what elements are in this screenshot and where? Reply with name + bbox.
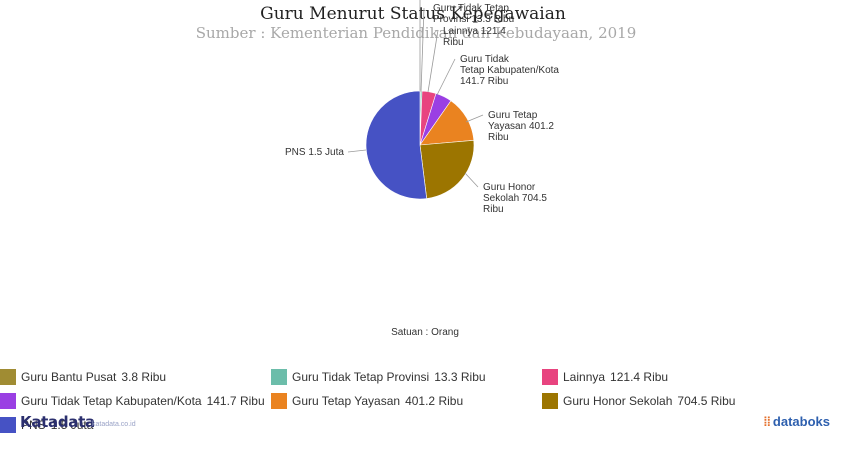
databoks-logo-text: databoks — [772, 414, 830, 429]
slice-label: Guru Bantu Pusat 3.8 Ribu — [433, 0, 553, 1]
legend-item[interactable]: Guru Tidak Tetap Provinsi 13.3 Ribu — [271, 368, 486, 386]
slice-label: Lainnya 121.4 Ribu — [443, 26, 506, 48]
legend-label: Guru Tidak Tetap Provinsi — [292, 370, 430, 384]
legend-label: Guru Bantu Pusat — [21, 370, 117, 384]
legend-label: Lainnya — [563, 370, 606, 384]
legend-item[interactable]: Guru Tidak Tetap Kabupaten/Kota 141.7 Rib… — [0, 392, 265, 410]
legend-item[interactable]: Lainnya 121.4 Ribu — [542, 368, 668, 386]
slice-leader-line — [436, 58, 456, 96]
legend-value: 141.7 Ribu — [206, 394, 265, 408]
legend-item[interactable]: Guru Tetap Yayasan 401.2 Ribu — [271, 392, 463, 410]
chart-legend: Guru Bantu Pusat 3.8 Ribu Guru Tidak Tetap… — [0, 368, 850, 438]
slice-leader-line — [465, 114, 484, 123]
katadata-logo[interactable]: Katadata — [20, 413, 95, 431]
legend-swatch — [271, 393, 287, 409]
slice-label: Guru Tidak Tetap Provinsi 13.3 Ribu — [433, 3, 514, 25]
legend-label: Guru Tidak Tetap Kabupaten/Kota — [21, 394, 202, 408]
slice-label: Guru Tidak Tetap Kabupaten/Kota 141.7 Ribu — [460, 54, 559, 87]
katadata-url: katadata.co.id — [92, 421, 136, 428]
legend-label: Guru Honor Sekolah — [563, 394, 673, 408]
pie-slice-pns[interactable] — [365, 90, 428, 200]
legend-label: PNS — [21, 418, 46, 432]
legend-item[interactable]: Guru Honor Sekolah 704.5 Ribu — [542, 392, 735, 410]
databoks-logo[interactable]: ⁞⁞ databoks — [763, 414, 830, 429]
legend-swatch — [542, 393, 558, 409]
legend-item[interactable]: Guru Bantu Pusat 3.8 Ribu — [0, 368, 166, 386]
slice-label: PNS 1.5 Juta — [285, 147, 344, 158]
legend-value: 121.4 Ribu — [610, 370, 669, 384]
chart-title: Guru Menurut Status Kepegawaian — [260, 4, 566, 24]
legend-value: 401.2 Ribu — [405, 394, 464, 408]
legend-swatch — [271, 369, 287, 385]
slice-label: Guru Tetap Yayasan 401.2 Ribu — [488, 110, 554, 143]
chart-subtitle: Sumber : Kementerian Pendidikan dan Kebu… — [195, 24, 637, 42]
slice-leader-line — [420, 7, 425, 93]
slice-leader-line — [464, 172, 479, 188]
pie-slice-guru-honor-sekolah[interactable] — [419, 139, 475, 199]
legend-swatch — [0, 393, 16, 409]
legend-swatch — [0, 417, 16, 433]
slice-label: Guru Honor Sekolah 704.5 Ribu — [483, 182, 547, 215]
legend-value: 1.5 Juta — [50, 418, 94, 432]
pie-chart: Guru Bantu Pusat 3.8 Ribu Guru Tidak Teta… — [285, 0, 559, 215]
legend-value: 3.8 Ribu — [121, 370, 167, 384]
legend-label: Guru Tetap Yayasan — [292, 394, 401, 408]
legend-swatch — [0, 369, 16, 385]
databoks-logo-icon: ⁞⁞ — [763, 414, 771, 429]
slice-leader-line — [347, 149, 367, 153]
legend-value: 13.3 Ribu — [434, 370, 486, 384]
legend-value: 704.5 Ribu — [677, 394, 736, 408]
unit-note: Satuan : Orang — [391, 327, 459, 338]
slice-leader-line — [427, 29, 439, 93]
legend-swatch — [542, 369, 558, 385]
legend-item[interactable]: PNS 1.5 Juta — [0, 416, 93, 434]
